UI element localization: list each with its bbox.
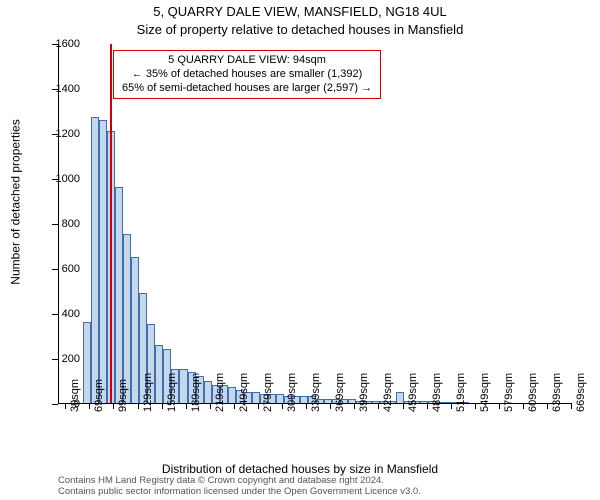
x-tick-label: 399sqm [358,373,370,412]
chart-container: { "title_address": "5, QUARRY DALE VIEW,… [0,0,600,500]
x-tick-label: 99sqm [117,379,129,412]
histogram-bar [396,392,404,403]
x-tick-label: 459sqm [407,373,419,412]
histogram-bar [83,322,91,403]
x-tick-label: 129sqm [142,373,154,412]
histogram-bar [252,392,260,403]
x-tick [330,404,331,409]
infobox-line-smaller: ← 35% of detached houses are smaller (1,… [122,68,372,82]
x-tick-label: 639sqm [551,373,563,412]
x-tick-label: 549sqm [479,373,491,412]
x-tick [427,404,428,409]
x-tick-label: 39sqm [69,379,81,412]
x-tick [403,404,404,409]
y-tick-label: 1400 [40,83,80,95]
x-tick-label: 189sqm [190,373,202,412]
x-tick [186,404,187,409]
x-tick [475,404,476,409]
infobox-line-property: 5 QUARRY DALE VIEW: 94sqm [122,54,372,68]
histogram-bar [420,401,428,403]
x-tick [451,404,452,409]
attribution-footer: Contains HM Land Registry data © Crown c… [58,476,588,498]
histogram-bar [123,234,131,403]
y-axis-label: Number of detached properties [6,0,26,404]
histogram-bar [99,120,107,404]
x-tick-label: 279sqm [262,373,274,412]
x-tick-label: 69sqm [93,379,105,412]
histogram-bar [155,345,163,404]
x-tick-label: 669sqm [575,373,587,412]
histogram-bar [372,401,380,403]
x-tick [162,404,163,409]
y-tick-label: 1200 [40,128,80,140]
x-tick-label: 309sqm [286,373,298,412]
x-tick-label: 249sqm [238,373,250,412]
x-axis-label: Distribution of detached houses by size … [0,462,600,476]
x-tick [547,404,548,409]
histogram-bar [131,257,139,403]
y-tick-label: 800 [40,218,80,230]
x-tick [306,404,307,409]
y-tick-label: 400 [40,308,80,320]
x-tick-label: 339sqm [310,373,322,412]
x-tick-label: 579sqm [503,373,515,412]
x-tick [571,404,572,409]
x-tick-label: 489sqm [431,373,443,412]
histogram-bar [91,117,99,403]
chart-subtitle: Size of property relative to detached ho… [0,22,600,37]
histogram-bar [276,394,284,403]
x-tick-label: 519sqm [455,373,467,412]
x-tick-label: 369sqm [334,373,346,412]
chart-title-address: 5, QUARRY DALE VIEW, MANSFIELD, NG18 4UL [0,4,600,19]
x-tick-label: 219sqm [214,373,226,412]
x-tick [354,404,355,409]
x-tick [523,404,524,409]
histogram-bar [324,399,332,404]
y-tick-label: 1600 [40,38,80,50]
x-tick-label: 429sqm [382,373,394,412]
property-info-box: 5 QUARRY DALE VIEW: 94sqm ← 35% of detac… [113,50,381,99]
histogram-bar [204,381,212,404]
y-axis-label-text: Number of detached properties [9,119,23,284]
x-tick [138,404,139,409]
x-tick [282,404,283,409]
histogram-bar [445,402,453,403]
x-tick [65,404,66,409]
x-tick [210,404,211,409]
y-tick-label: 1000 [40,173,80,185]
histogram-bar [228,387,236,403]
x-tick [258,404,259,409]
y-tick-label: 600 [40,263,80,275]
property-marker-line [110,44,112,403]
histogram-bar [348,399,356,404]
y-tick-label: 200 [40,353,80,365]
x-tick [499,404,500,409]
x-tick-label: 609sqm [527,373,539,412]
histogram-bar [115,187,123,403]
infobox-line-larger: 65% of semi-detached houses are larger (… [122,82,372,96]
histogram-bar [300,396,308,403]
footer-line-2: Contains public sector information licen… [58,487,588,498]
histogram-bar [179,369,187,403]
x-tick [234,404,235,409]
x-tick [89,404,90,409]
x-tick [113,404,114,409]
x-tick [378,404,379,409]
x-tick-label: 159sqm [166,373,178,412]
